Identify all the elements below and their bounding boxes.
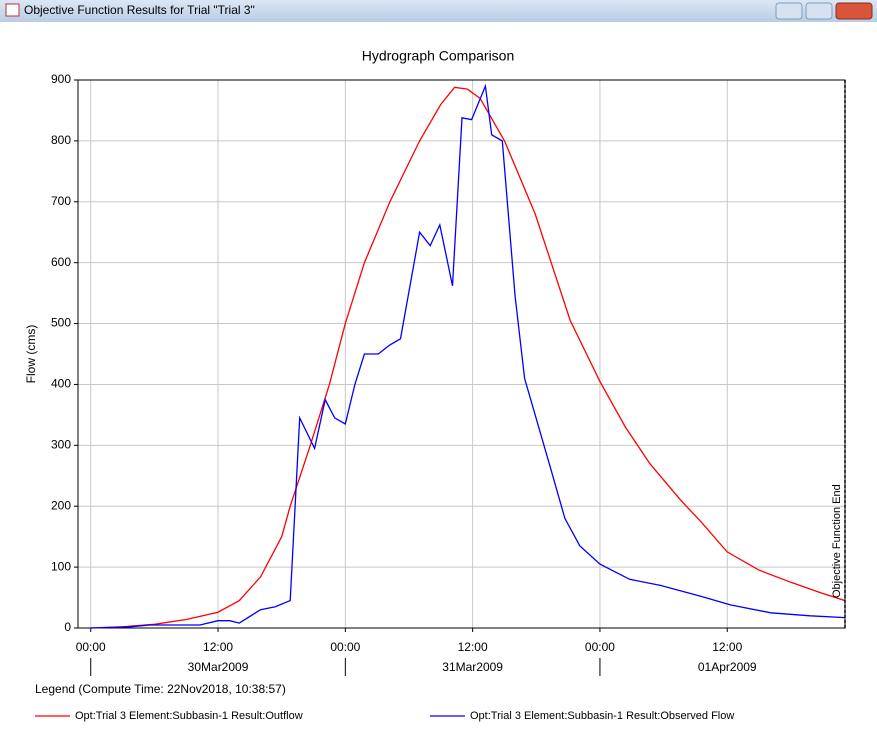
y-tick-label: 200	[51, 498, 71, 512]
x-tick-label: 12:00	[458, 640, 488, 654]
y-axis-label: Flow (cms)	[24, 325, 38, 384]
series-line	[90, 83, 846, 629]
date-label: 30Mar2009	[188, 660, 249, 674]
app-icon	[5, 3, 20, 17]
x-tick-label: 00:00	[76, 640, 106, 654]
window-title: Objective Function Results for Trial "Tr…	[24, 3, 255, 17]
y-tick-label: 800	[51, 133, 71, 147]
legend-title: Legend (Compute Time: 22Nov2018, 10:38:5…	[35, 682, 286, 696]
y-tick-label: 400	[51, 377, 71, 391]
title-bar	[0, 0, 877, 22]
plot-frame	[77, 79, 846, 629]
x-tick-label: 12:00	[203, 640, 233, 654]
date-label: 31Mar2009	[442, 660, 503, 674]
annotation-text: Objective Function End	[831, 484, 843, 598]
close-button[interactable]	[835, 2, 873, 20]
x-tick-label: 00:00	[330, 640, 360, 654]
maximize-button[interactable]	[805, 2, 833, 20]
y-tick-label: 700	[51, 194, 71, 208]
series-line	[90, 86, 846, 629]
y-tick-label: 300	[51, 438, 71, 452]
y-tick-label: 900	[51, 72, 71, 86]
legend-label: Opt:Trial 3 Element:Subbasin-1 Result:Ou…	[75, 710, 303, 722]
y-tick-label: 0	[64, 620, 71, 634]
y-tick-label: 500	[51, 316, 71, 330]
y-tick-label: 100	[51, 559, 71, 573]
minimize-button[interactable]	[775, 2, 803, 20]
y-tick-label: 600	[51, 255, 71, 269]
chart-title: Hydrograph Comparison	[362, 48, 515, 64]
date-label: 01Apr2009	[698, 660, 757, 674]
legend-label: Opt:Trial 3 Element:Subbasin-1 Result:Ob…	[470, 710, 734, 722]
x-tick-label: 12:00	[712, 640, 742, 654]
x-tick-label: 00:00	[585, 640, 615, 654]
